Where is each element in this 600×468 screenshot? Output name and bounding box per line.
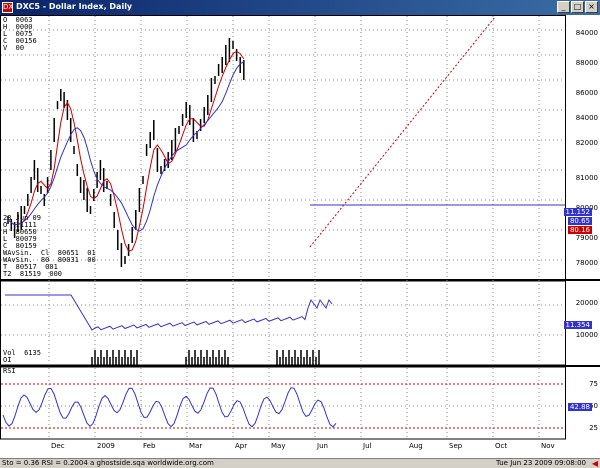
rsi-panel-frame — [0, 366, 566, 440]
ohlc-row: C 80159 — [3, 243, 96, 250]
price-axis-label: 88000 — [576, 59, 598, 67]
time-axis-label: Mar — [189, 442, 202, 450]
time-axis-label: Nov — [541, 442, 555, 450]
header-info: O 0063 H 0000 L 0075 C 00156 V 00 — [3, 17, 37, 52]
header-line: L 0075 — [3, 30, 33, 38]
time-axis-label: Oct — [495, 442, 507, 450]
time-axis-label: Sep — [449, 442, 463, 450]
ohlc-value: 81519 000 — [19, 270, 63, 278]
time-axis-label: May — [271, 442, 285, 450]
ohlc-key: H — [3, 228, 8, 236]
ohlc-row: H 80650 — [3, 229, 96, 236]
rsi-axis-label: 25 — [589, 424, 598, 432]
ohlc-value: 80031 00 — [57, 256, 96, 264]
status-bar: Sto = 0.36 RSI = 0.2004 a ghostside.sqa … — [0, 458, 600, 468]
projection-trendline — [309, 16, 496, 248]
volume-bars — [91, 350, 320, 365]
price-chart[interactable]: 8400088000860008400082000810008000079000… — [0, 15, 600, 458]
status-left: Sto = 0.36 RSI = 0.2004 a ghostside.sqa … — [2, 459, 214, 467]
ohlc-row: T2 81519 000 — [3, 271, 96, 278]
ohlc-value: 11111 — [15, 221, 37, 229]
volume-label: Vol — [3, 349, 16, 357]
ohlc-date: 23 Jun 09 — [3, 214, 41, 222]
ohlc-row: O 11111 — [3, 222, 96, 229]
time-axis-label: Dec — [51, 442, 65, 450]
price-axis-label: 81000 — [576, 174, 598, 182]
ohlc-key: WAvSin. Cl — [3, 249, 50, 257]
time-axis-label: 2009 — [97, 442, 115, 450]
time-axis-label: Jun — [316, 442, 328, 450]
price-axis-label: 84000 — [576, 114, 598, 122]
price-axis-label: 82000 — [576, 139, 598, 147]
price-bars — [7, 38, 245, 267]
ohlc-value: 80650 — [15, 228, 37, 236]
app-icon: DX — [2, 2, 14, 13]
ohlc-value: 80159 — [15, 242, 37, 250]
ohlc-key: C — [3, 242, 8, 250]
volume-legend: Vol 6135 OI — [3, 350, 41, 364]
time-axis-label: Feb — [143, 442, 156, 450]
chart-area[interactable]: 8400088000860008400082000810008000079000… — [0, 15, 600, 458]
volume-axis-label: 10000 — [576, 331, 598, 339]
volume-value: 6135 — [24, 349, 41, 357]
ohlc-row: T 80517 001 — [3, 264, 96, 271]
header-line: O 0063 — [3, 16, 33, 24]
window-title: DXC5 - Dollar Index, Daily — [16, 2, 133, 11]
time-axis-label: Apr — [235, 442, 247, 450]
ohlc-row: WAvSin. Cl 80651 01 — [3, 250, 96, 257]
open-interest-line — [5, 294, 333, 331]
rsi-axis-label: 75 — [589, 380, 598, 388]
rsi-line — [2, 387, 337, 428]
price-tag: 80.16 — [567, 226, 592, 234]
ohlc-key: T2 — [3, 270, 12, 278]
moving-average-blue — [7, 61, 245, 232]
close-button[interactable]: × — [585, 1, 598, 13]
ohlc-value: 80651 01 — [57, 249, 96, 257]
volume-tag: 11.354 — [563, 321, 592, 329]
rsi-label: RSI — [3, 367, 16, 375]
ohlc-row: L 80079 — [3, 236, 96, 243]
ohlc-value: 80517 001 — [15, 263, 58, 271]
rsi-tag: 42.88 — [567, 403, 592, 411]
oi-label: OI — [3, 356, 12, 364]
ohlc-row: WAvSin. 80 80031 00 — [3, 257, 96, 264]
status-right: Tue Jun 23 2009 09:08:00 — [496, 459, 586, 467]
maximize-button[interactable]: □ — [571, 1, 584, 13]
header-line: C 00156 — [3, 37, 37, 45]
price-axis-label: 84000 — [576, 29, 598, 37]
price-axis-label: 79000 — [576, 234, 598, 242]
ohlc-key: WAvSin. 80 — [3, 256, 50, 264]
price-tag: 80.65 — [567, 217, 592, 225]
ohlc-value: 80079 — [15, 235, 37, 243]
price-tag: 11.152 — [563, 208, 592, 216]
scroll-left-icon[interactable]: ◀ — [591, 459, 598, 468]
rsi-axis-label: 50 — [589, 402, 598, 410]
header-line: V 00 — [3, 44, 25, 52]
price-axis-label: 78000 — [576, 259, 598, 267]
time-axis-label: Aug — [409, 442, 423, 450]
title-bar: DX DXC5 - Dollar Index, Daily _ □ × — [0, 0, 600, 15]
ohlc-key: L — [3, 235, 8, 243]
ohlc-key: O — [3, 221, 8, 229]
minimize-button[interactable]: _ — [557, 1, 570, 13]
time-axis-label: Jul — [362, 442, 372, 450]
header-line: H 0000 — [3, 23, 33, 31]
volume-axis-label: 20000 — [576, 299, 598, 307]
price-axis-label: 86000 — [576, 89, 598, 97]
ohlc-box: 23 Jun 09 O 11111 H 80650 L 80079 C 80159 WA… — [3, 215, 96, 278]
ohlc-key: T — [3, 263, 8, 271]
